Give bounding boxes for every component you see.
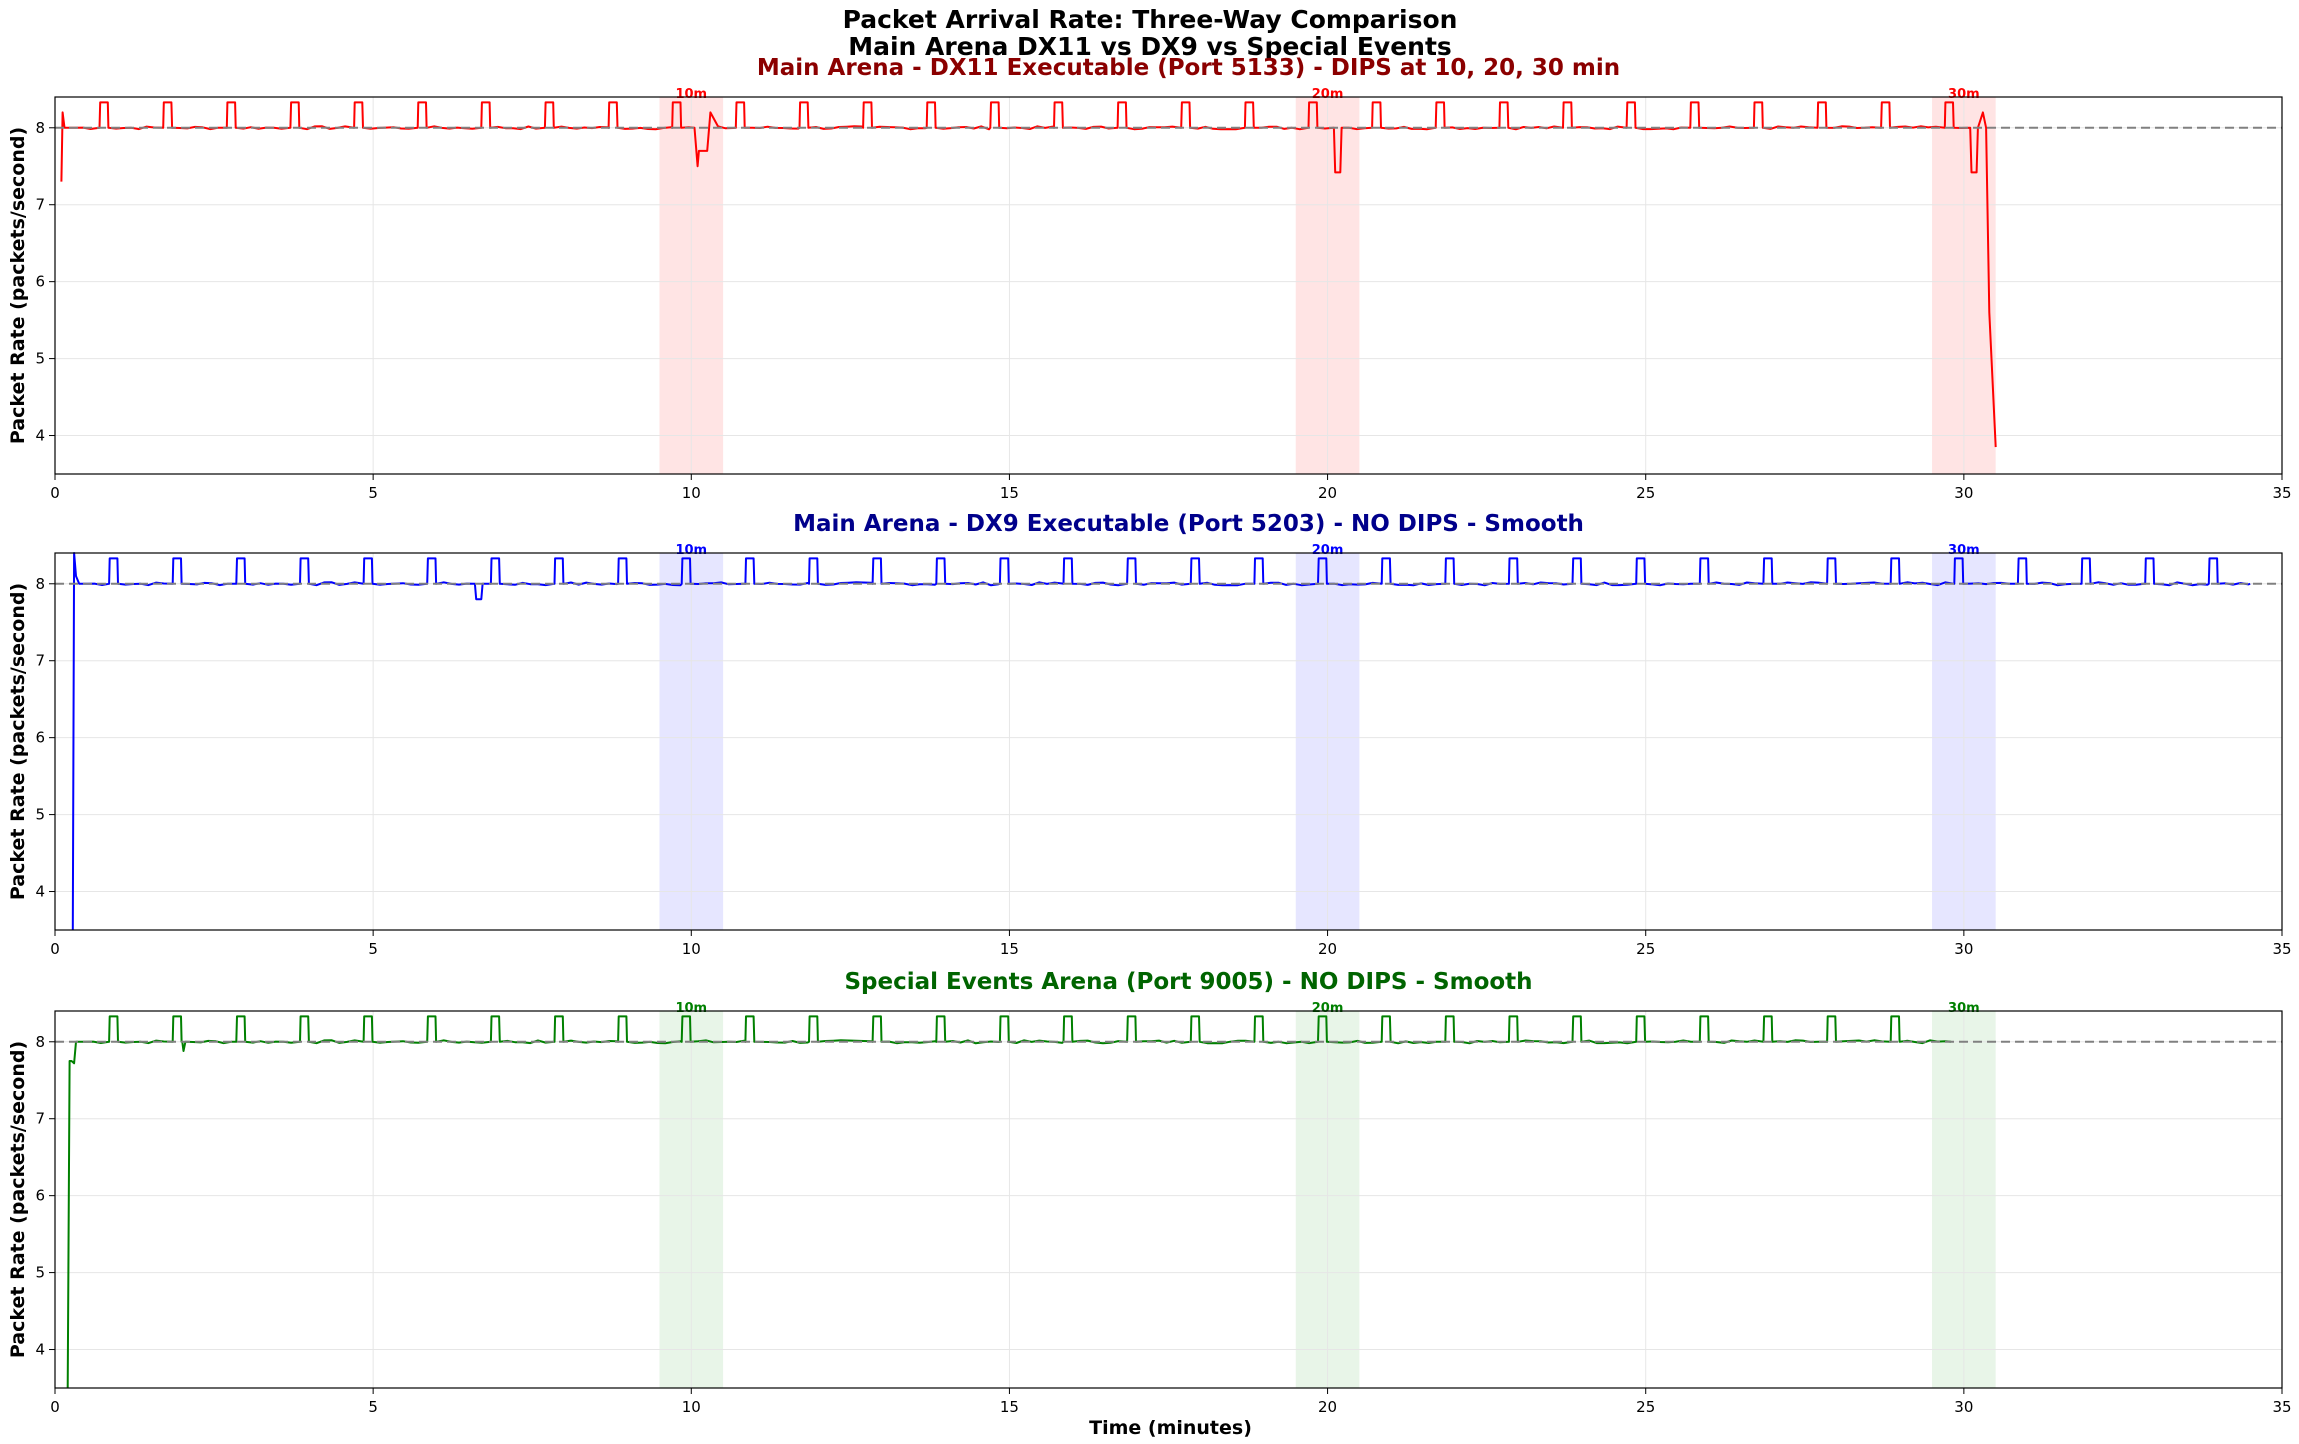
y-tick-label: 8 <box>35 119 45 137</box>
figure-title-line1: Packet Arrival Rate: Three-Way Compariso… <box>843 5 1458 34</box>
annotation-label: 30m <box>1948 87 1980 102</box>
x-tick-label: 0 <box>50 1398 60 1416</box>
plot-frame <box>54 552 2283 931</box>
y-tick-label: 5 <box>35 806 45 824</box>
y-tick-label: 8 <box>35 1033 45 1051</box>
x-tick-label: 5 <box>368 484 378 502</box>
x-tick-label: 25 <box>1636 940 1655 958</box>
x-tick-label: 0 <box>50 484 60 502</box>
x-tick-label: 5 <box>368 1398 378 1416</box>
x-tick-label: 25 <box>1636 1398 1655 1416</box>
annotation-label: 20m <box>1312 543 1344 558</box>
y-axis-label: Packet Rate (packets/second) <box>7 127 29 444</box>
y-tick-label: 6 <box>35 729 45 747</box>
annotation-label: 10m <box>675 87 707 102</box>
y-tick-label: 7 <box>35 1110 45 1128</box>
chart-panel-1: 10m 20m 30m 0 5 10 15 20 25 30 35 4 5 6 7 8 Main Arena -… <box>7 55 2292 502</box>
plot-frame <box>54 96 2283 475</box>
x-tick-label: 20 <box>1318 940 1337 958</box>
x-tick-label: 35 <box>2272 940 2291 958</box>
x-tick-label: 15 <box>1000 484 1019 502</box>
series-line <box>71 552 2251 931</box>
x-tick-label: 35 <box>2272 1398 2291 1416</box>
series-line <box>60 101 1997 448</box>
chart-panel-2: 10m 20m 30m 0 5 10 15 20 25 30 35 4 5 6 7 8 Main Arena -… <box>7 511 2292 958</box>
annotation-label: 20m <box>1312 87 1344 102</box>
annotation-label: 10m <box>675 543 707 558</box>
x-axis-label: Time (minutes) <box>1089 1417 1252 1439</box>
y-tick-label: 7 <box>35 652 45 670</box>
y-tick-label: 4 <box>35 427 45 445</box>
y-axis-label: Packet Rate (packets/second) <box>7 1041 29 1358</box>
y-tick-label: 5 <box>35 1264 45 1282</box>
series-line <box>66 1015 1952 1389</box>
y-tick-label: 8 <box>35 575 45 593</box>
x-tick-label: 35 <box>2272 484 2291 502</box>
annotation-label: 30m <box>1948 1001 1980 1016</box>
y-axis-label: Packet Rate (packets/second) <box>7 583 29 900</box>
x-tick-label: 30 <box>1954 1398 1973 1416</box>
y-tick-label: 4 <box>35 883 45 901</box>
x-tick-label: 15 <box>1000 1398 1019 1416</box>
x-tick-label: 20 <box>1318 1398 1337 1416</box>
annotation-label: 30m <box>1948 543 1980 558</box>
x-tick-label: 30 <box>1954 940 1973 958</box>
x-tick-label: 10 <box>682 484 701 502</box>
x-tick-label: 25 <box>1636 484 1655 502</box>
annotation-label: 20m <box>1312 1001 1344 1016</box>
y-tick-label: 7 <box>35 196 45 214</box>
y-tick-label: 4 <box>35 1341 45 1359</box>
panel-title: Main Arena - DX11 Executable (Port 5133)… <box>757 55 1620 81</box>
x-tick-label: 15 <box>1000 940 1019 958</box>
x-tick-label: 20 <box>1318 484 1337 502</box>
x-tick-label: 10 <box>682 940 701 958</box>
chart-panel-3: 10m 20m 30m 0 5 10 15 20 25 30 35 4 5 6 7 8 Special Even… <box>7 969 2292 1439</box>
x-tick-label: 0 <box>50 940 60 958</box>
x-tick-label: 10 <box>682 1398 701 1416</box>
x-tick-label: 30 <box>1954 484 1973 502</box>
panels: 10m 20m 30m 0 5 10 15 20 25 30 35 4 5 6 7 8 Main Arena -… <box>7 55 2292 1439</box>
y-tick-label: 5 <box>35 350 45 368</box>
panel-title: Main Arena - DX9 Executable (Port 5203) … <box>793 511 1584 537</box>
panel-title: Special Events Arena (Port 9005) - NO DI… <box>844 969 1532 995</box>
annotation-label: 10m <box>675 1001 707 1016</box>
figure-title-line2: Main Arena DX11 vs DX9 vs Special Events <box>848 32 1452 61</box>
plot-frame <box>54 1010 2283 1389</box>
y-tick-label: 6 <box>35 1187 45 1205</box>
x-tick-label: 5 <box>368 940 378 958</box>
y-tick-label: 6 <box>35 273 45 291</box>
